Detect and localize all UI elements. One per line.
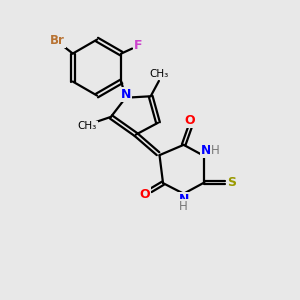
- Text: H: H: [179, 200, 188, 213]
- Text: CH₃: CH₃: [78, 121, 97, 131]
- Text: S: S: [227, 176, 236, 189]
- Text: N: N: [200, 144, 211, 157]
- Text: O: O: [139, 188, 149, 201]
- Text: F: F: [134, 39, 142, 52]
- Text: O: O: [185, 114, 195, 127]
- Text: N: N: [121, 88, 131, 101]
- Text: H: H: [211, 144, 220, 157]
- Text: CH₃: CH₃: [149, 70, 169, 80]
- Text: Br: Br: [50, 34, 64, 47]
- Text: N: N: [178, 193, 189, 206]
